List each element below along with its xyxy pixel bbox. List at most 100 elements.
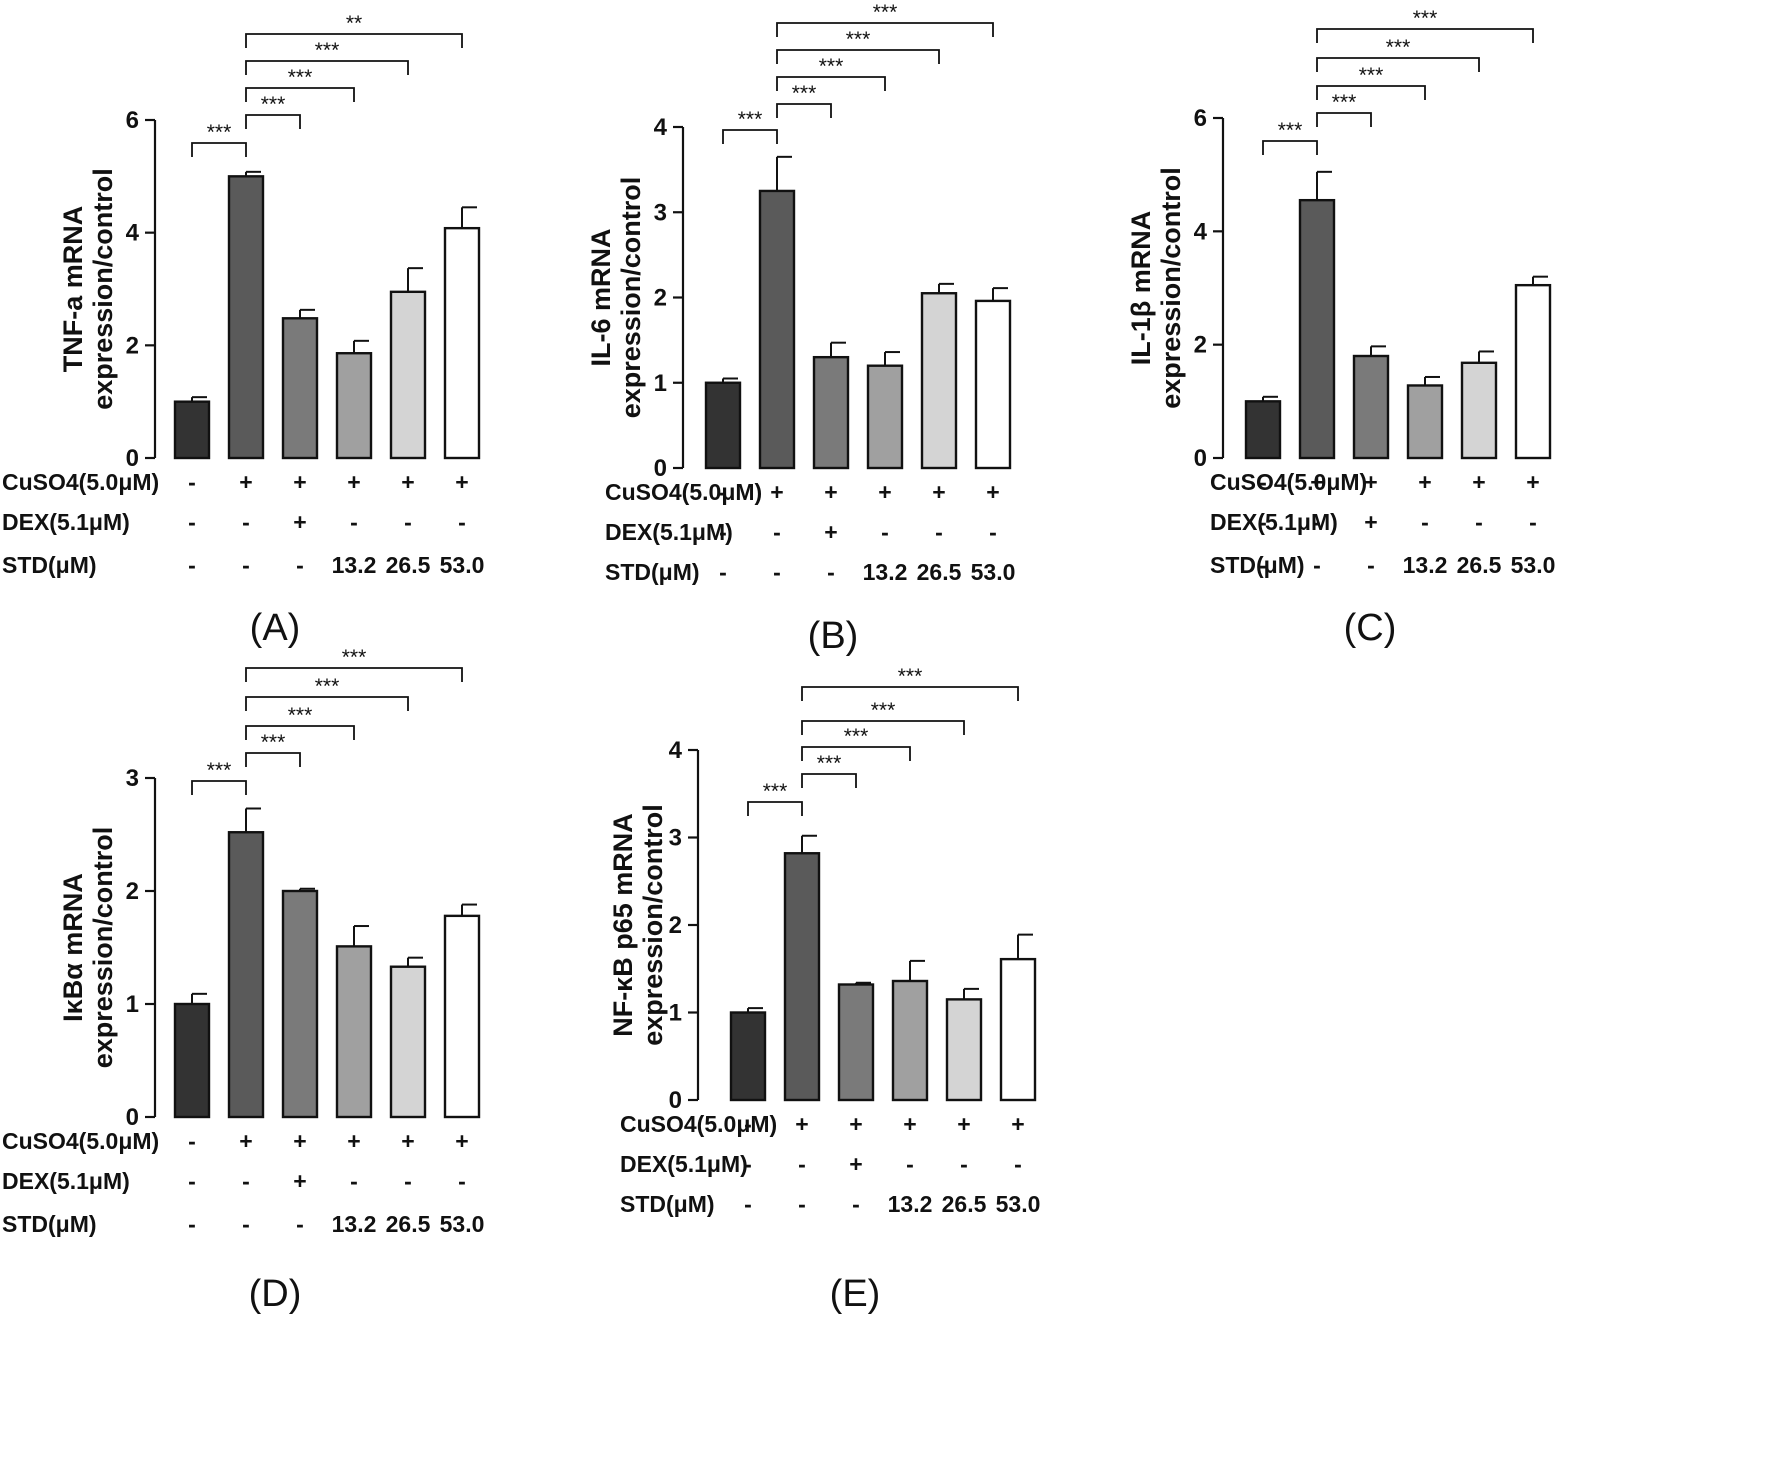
panel-b-row-cell: - — [719, 479, 727, 505]
panel-a-row-cell: - — [404, 509, 412, 535]
panel-d-row-cell: - — [188, 1211, 196, 1237]
panel-d-sig-label: *** — [261, 731, 286, 754]
panel-c-y-title-line2: expression/control — [1156, 167, 1186, 409]
panel-b-sig-label: *** — [792, 82, 817, 105]
panel-c-bar — [1460, 361, 1498, 460]
panel-a-row-cell: - — [350, 509, 358, 535]
panel-a-row-cell: + — [455, 469, 468, 495]
panel-d-row-cell: 13.2 — [332, 1211, 377, 1237]
panel-d-y-tick-label: 2 — [126, 878, 139, 905]
panel-d-row-cell: - — [242, 1168, 250, 1194]
panel-c-row-label: STD(μM) — [1210, 552, 1305, 578]
panel-b-y-tick-label: 0 — [654, 455, 667, 482]
panel-b-y-title-line1: IL-6 mRNA — [586, 228, 616, 366]
panel-a-sig-label: ** — [346, 12, 362, 35]
panel-e-bar — [945, 998, 983, 1102]
panel-b-sig-label: *** — [846, 28, 871, 51]
panel-e-row-cell: - — [798, 1151, 806, 1177]
panel-d-bar — [281, 889, 319, 1119]
panel-a-y-tick-label: 6 — [126, 107, 139, 134]
panel-d-bar — [443, 914, 481, 1119]
panel-d-bar — [227, 831, 265, 1119]
panel-b-label: (B) — [808, 615, 859, 657]
panel-a-row-cell: - — [458, 509, 466, 535]
panel-e-row-cell: + — [1011, 1111, 1024, 1137]
panel-c-row-cell: - — [1313, 552, 1321, 578]
panel-d-row-cell: - — [242, 1211, 250, 1237]
panel-e-y-tick-label: 0 — [669, 1087, 682, 1114]
panel-a-sig-label: *** — [288, 66, 313, 89]
panel-d-row-cell: + — [401, 1128, 414, 1154]
panel-d-sig-bracket — [245, 725, 355, 740]
panel-b-row-label: STD(μM) — [605, 559, 700, 585]
panel-e-row-label: STD(μM) — [620, 1191, 715, 1217]
panel-e-sig-label: *** — [898, 665, 923, 688]
panel-e-sig-label: *** — [871, 699, 896, 722]
panel-a-y-tick-label: 0 — [126, 445, 139, 472]
panel-b-row-cell: 53.0 — [971, 559, 1016, 585]
panel-a-y-title-line2: expression/control — [88, 168, 118, 410]
panel-c-label: (C) — [1344, 607, 1397, 649]
panel-e-bar — [783, 852, 821, 1102]
panel-c-bar — [1244, 400, 1282, 460]
panel-d-y-tick-label: 0 — [126, 1104, 139, 1131]
panel-b-sig-bracket — [776, 22, 994, 37]
panel-c-row-cell: 53.0 — [1511, 552, 1556, 578]
panel-a-y-tick-label: 2 — [126, 332, 139, 359]
panel-c-y-tick-label: 2 — [1194, 332, 1207, 359]
panel-e-sig-bracket — [801, 773, 857, 788]
panel-e-row-cell: 53.0 — [996, 1191, 1041, 1217]
panel-c-sig-label: *** — [1332, 91, 1357, 114]
panel-b-bar — [920, 292, 958, 470]
panel-a-row-cell: + — [401, 469, 414, 495]
panel-d-sig-bracket — [245, 752, 301, 767]
panel-e-row-cell: - — [798, 1191, 806, 1217]
panel-d-row-cell: + — [455, 1128, 468, 1154]
panel-a-bar — [443, 226, 481, 460]
panel-c-row-label: DEX(5.1μM) — [1210, 509, 1338, 535]
panel-c-row-cell: - — [1313, 509, 1321, 535]
panel-e-row-cell: 26.5 — [942, 1191, 987, 1217]
panel-b-row-cell: + — [770, 479, 783, 505]
panel-c-row-cell: - — [1367, 552, 1375, 578]
panel-a-sig-bracket — [245, 114, 301, 129]
panel-e-row-cell: - — [852, 1191, 860, 1217]
panel-b-row-cell: 13.2 — [863, 559, 908, 585]
panel-b-row-cell: - — [935, 519, 943, 545]
panel-e-sig-label: *** — [763, 780, 788, 803]
panel-b-row-cell: - — [719, 519, 727, 545]
panel-b-sig-bracket — [776, 49, 940, 64]
panel-e-row-cell: + — [903, 1111, 916, 1137]
panel-a-row-cell: 53.0 — [440, 552, 485, 578]
panel-c-row-cell: + — [1364, 469, 1377, 495]
panel-b-sig-label: *** — [738, 108, 763, 131]
panel-c-bar — [1514, 283, 1552, 460]
panel-e-y-title-line2: expression/control — [638, 804, 668, 1046]
panel-b-row-cell: + — [878, 479, 891, 505]
panel-b-bar — [704, 381, 742, 470]
panel-a-row-cell: 13.2 — [332, 552, 377, 578]
panel-b-y-tick-label: 4 — [654, 114, 668, 141]
panel-d-row-cell: - — [296, 1211, 304, 1237]
panel-c-bar — [1406, 384, 1444, 460]
panel-a-row-cell: + — [239, 469, 252, 495]
panel-d-row-cell: - — [404, 1168, 412, 1194]
panel-a-row-cell: + — [293, 469, 306, 495]
panel-a-row-label: DEX(5.1μM) — [2, 509, 130, 535]
panel-a-sig-bracket — [245, 33, 463, 48]
panel-e-row-label: CuSO4(5.0μM) — [620, 1111, 777, 1137]
panel-a-sig-bracket — [245, 87, 355, 102]
panel-e-bar — [729, 1011, 767, 1102]
panel-a-y-title-line1: TNF-a mRNA — [58, 206, 88, 373]
panel-c-sig-bracket — [1262, 140, 1318, 155]
panel-a-sig-bracket — [191, 142, 247, 157]
panel-e-sig-bracket — [747, 801, 803, 816]
panel-b-row-cell: + — [932, 479, 945, 505]
panel-a-sig-label: *** — [261, 93, 286, 116]
panel-d-row-cell: + — [293, 1128, 306, 1154]
panel-e-bar — [999, 957, 1037, 1102]
panel-b-bar — [812, 355, 850, 470]
panel-d-sig-label: *** — [288, 704, 313, 727]
panel-a-row-label: CuSO4(5.0μM) — [2, 469, 159, 495]
panel-a-bar — [389, 290, 427, 460]
